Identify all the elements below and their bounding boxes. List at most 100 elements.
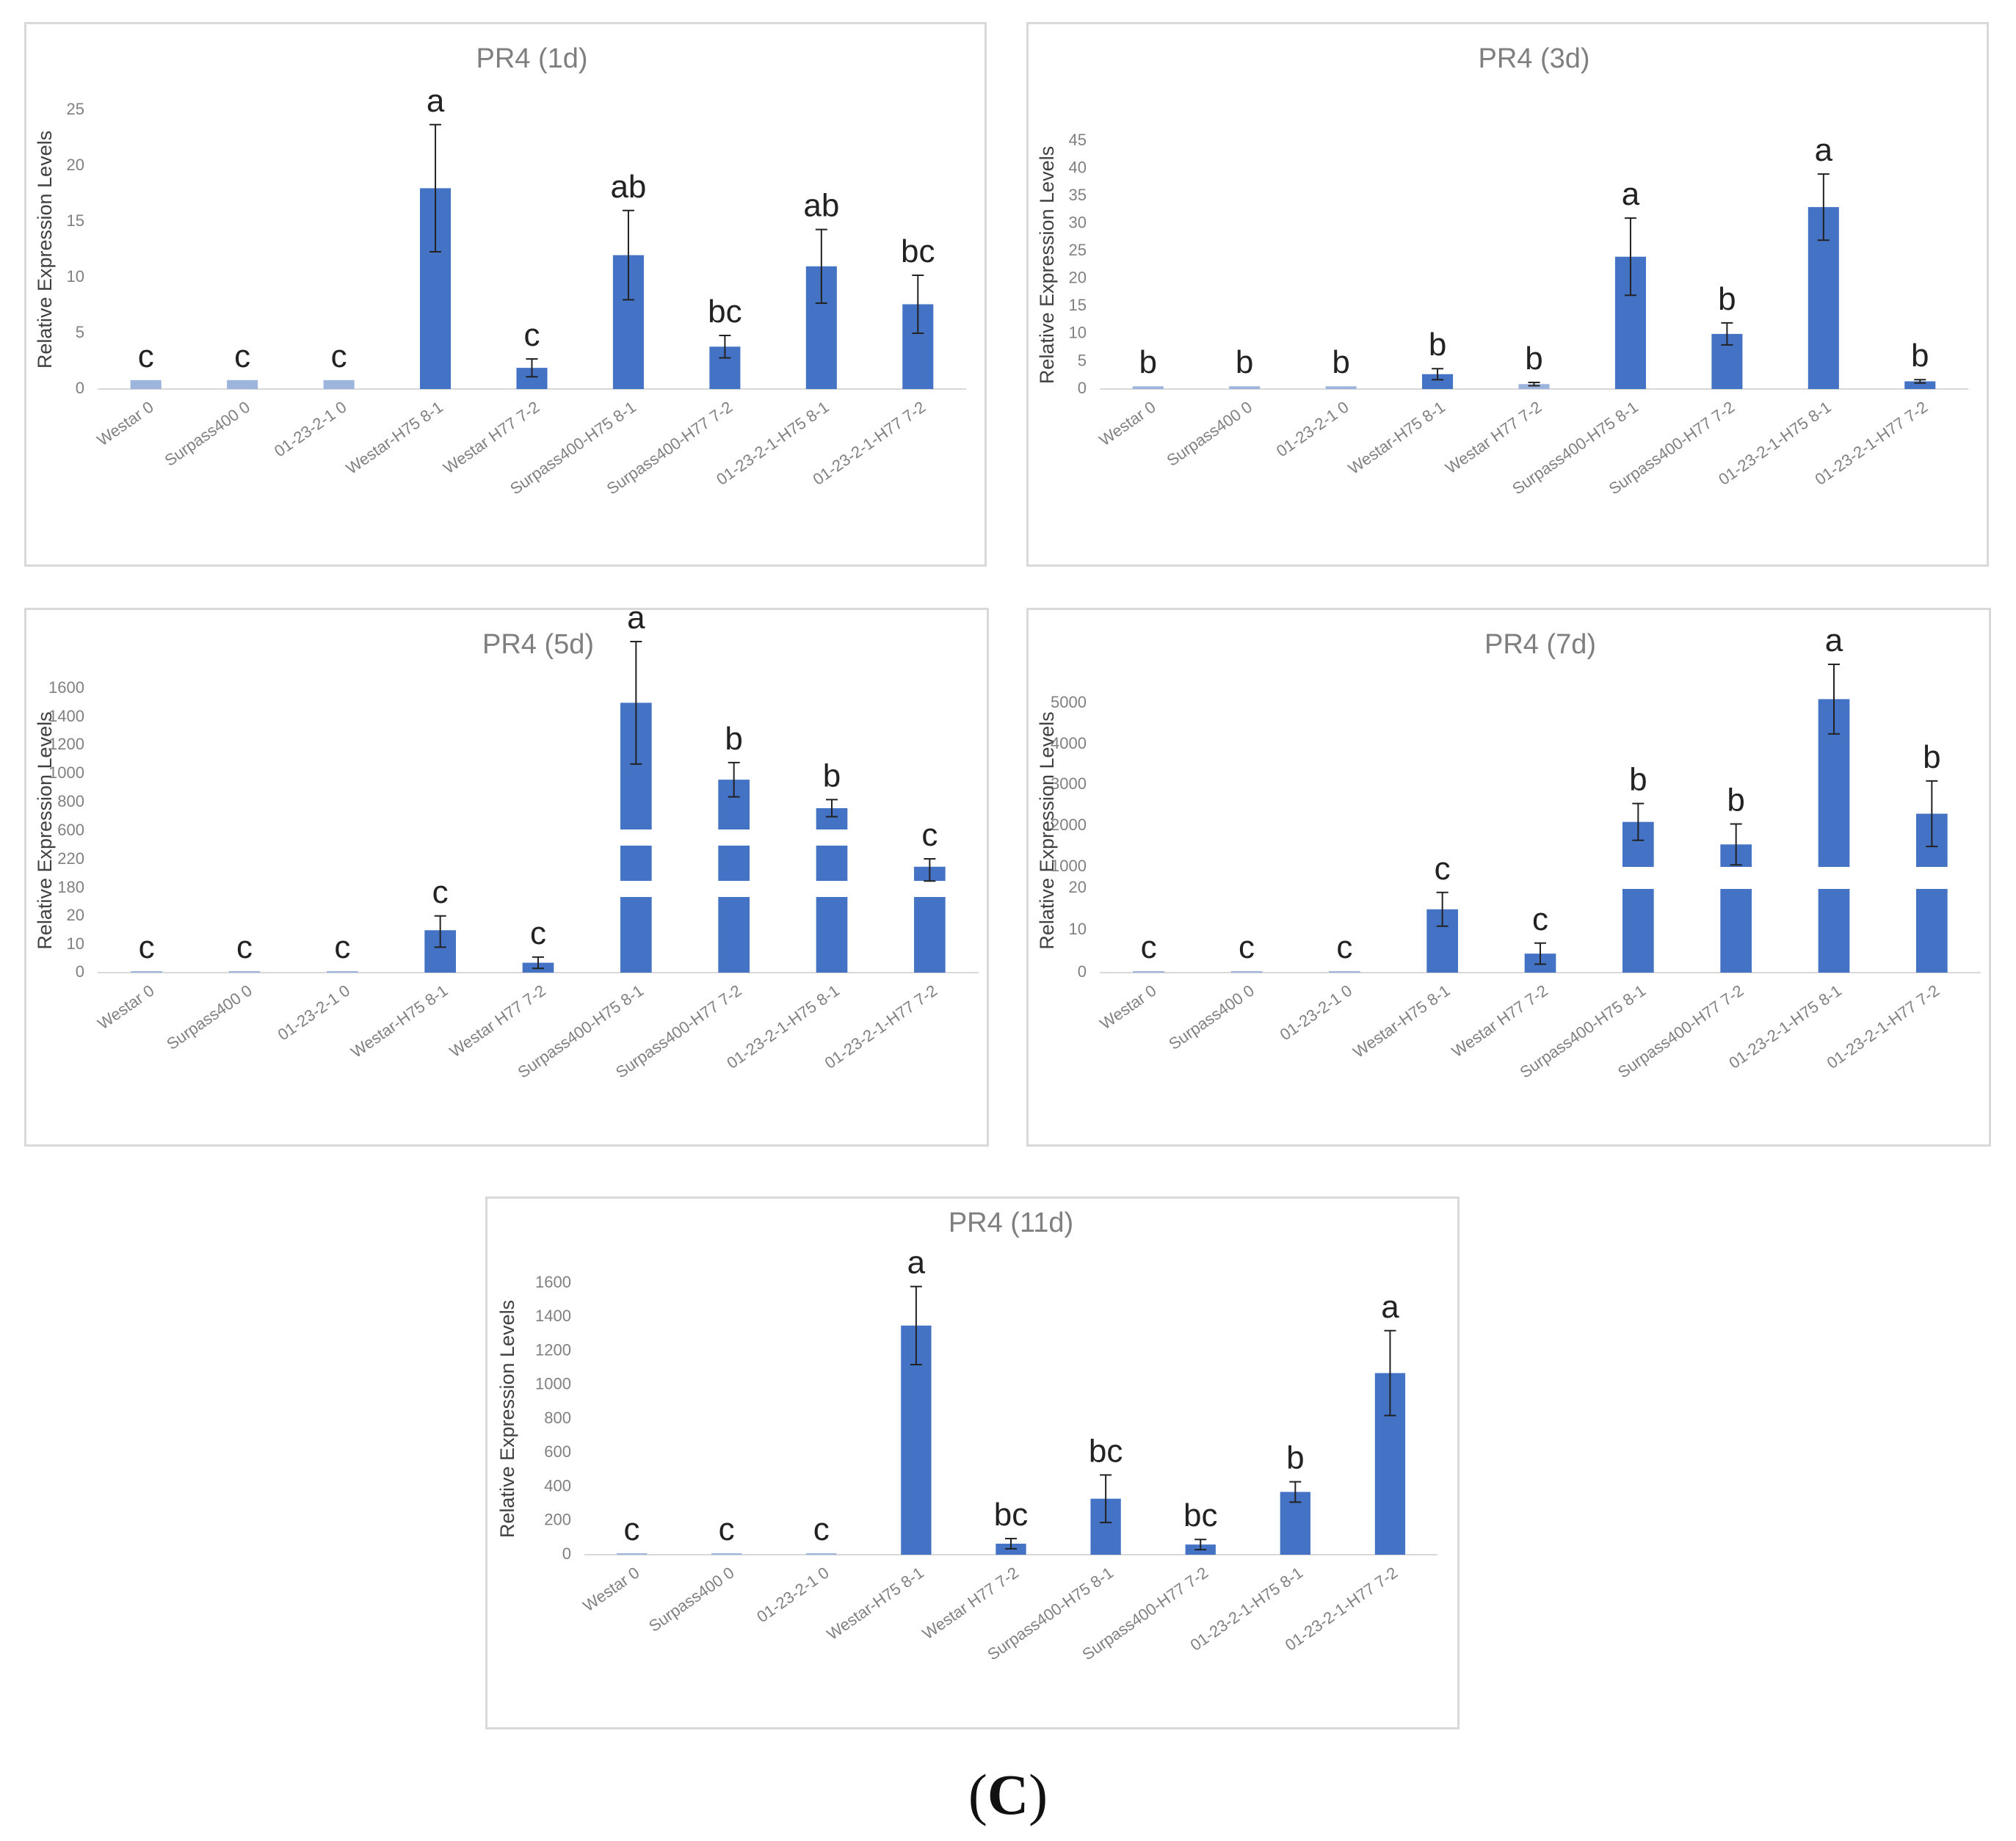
significance-letter: c xyxy=(138,338,154,374)
y-tick-label: 3000 xyxy=(1051,774,1087,793)
chart-frame xyxy=(1026,22,1989,567)
y-tick-label: 800 xyxy=(544,1409,571,1427)
significance-letter: b xyxy=(1332,344,1349,380)
significance-letter: b xyxy=(1429,327,1446,363)
bar xyxy=(616,1553,648,1555)
y-tick-label: 10 xyxy=(67,934,84,953)
significance-letter: b xyxy=(1911,338,1929,374)
bar xyxy=(1230,971,1263,973)
chart-title: PR4 (5d) xyxy=(482,629,594,660)
y-tick-label: 0 xyxy=(76,379,84,397)
y-tick-label: 400 xyxy=(544,1476,571,1495)
y-tick-label: 1400 xyxy=(535,1307,571,1325)
y-tick-label: 25 xyxy=(67,100,84,118)
bar xyxy=(323,380,355,389)
significance-letter: c xyxy=(1239,929,1255,965)
y-tick-label: 5 xyxy=(76,323,84,341)
bar xyxy=(1229,386,1261,389)
y-tick-label: 5000 xyxy=(1051,693,1087,711)
axis-break-gap xyxy=(913,881,946,897)
y-tick-label: 2000 xyxy=(1051,816,1087,834)
bar xyxy=(228,971,261,973)
y-tick-label: 1000 xyxy=(535,1375,571,1393)
axis-break-gap xyxy=(1817,867,1851,889)
y-tick-label: 35 xyxy=(1069,186,1087,204)
bar xyxy=(1904,381,1936,389)
y-tick-label: 1000 xyxy=(1051,857,1087,875)
bar xyxy=(1622,821,1654,973)
y-tick-label: 180 xyxy=(57,878,84,896)
significance-letter: c xyxy=(624,1511,640,1547)
y-tick-label: 1400 xyxy=(48,707,84,725)
bar xyxy=(1518,384,1550,389)
significance-letter: c xyxy=(1435,851,1451,887)
chart-title: PR4 (3d) xyxy=(1478,43,1589,74)
y-tick-label: 1000 xyxy=(48,763,84,782)
y-tick-label: 0 xyxy=(76,962,84,981)
significance-letter: c xyxy=(236,929,253,965)
bar xyxy=(130,380,162,389)
chart-pr4-7d: PR4 (7d) Relative Expression Levels 0 10 20 1… xyxy=(1026,608,1991,1147)
y-tick-label: 15 xyxy=(1069,296,1087,314)
y-tick-label: 40 xyxy=(1069,158,1087,176)
chart-title: PR4 (7d) xyxy=(1484,629,1596,660)
y-tick-label: 10 xyxy=(1069,920,1087,938)
axis-break-gap xyxy=(815,881,849,897)
significance-letter: bc xyxy=(901,233,935,269)
significance-letter: bc xyxy=(1089,1433,1123,1469)
y-tick-label: 10 xyxy=(1069,324,1087,342)
significance-letter: bc xyxy=(708,294,742,330)
axis-break-gap xyxy=(620,829,653,846)
significance-letter: a xyxy=(1622,176,1640,212)
y-axis-label: Relative Expression Levels xyxy=(496,1300,518,1538)
significance-letter: a xyxy=(1815,132,1833,168)
axis-break-gap xyxy=(620,881,653,897)
bar xyxy=(131,971,162,973)
y-tick-label: 1600 xyxy=(535,1273,571,1291)
significance-letter: c xyxy=(334,929,350,965)
significance-letter: a xyxy=(427,83,445,119)
y-tick-label: 20 xyxy=(67,906,84,924)
y-tick-label: 1200 xyxy=(48,735,84,753)
chart-pr4-11d: PR4 (11d) Relative Expression Levels 0 200 4… xyxy=(485,1197,1460,1729)
y-tick-label: 200 xyxy=(544,1511,571,1529)
y-axis-label: Relative Expression Levels xyxy=(1036,711,1058,949)
significance-letter: b xyxy=(725,721,742,757)
significance-letter: c xyxy=(432,874,449,910)
bar xyxy=(1133,971,1164,973)
axis-break-gap xyxy=(815,829,849,846)
significance-letter: a xyxy=(1381,1289,1399,1325)
y-tick-label: 0 xyxy=(1078,962,1087,981)
figure-panel-label: (C) xyxy=(968,1762,1048,1826)
chart-title: PR4 (11d) xyxy=(949,1208,1073,1238)
significance-letter: c xyxy=(1336,929,1352,965)
y-axis-label: Relative Expression Levels xyxy=(1036,146,1058,384)
significance-letter: b xyxy=(1718,281,1736,317)
axis-break-gap xyxy=(717,829,750,846)
significance-letter: b xyxy=(1525,341,1542,377)
significance-letter: b xyxy=(1236,344,1253,380)
chart-pr4-5d: PR4 (5d) Relative Expression Levels 0 10 20 1… xyxy=(24,608,989,1147)
significance-letter: bc xyxy=(994,1497,1028,1533)
bar xyxy=(1720,844,1752,973)
bar xyxy=(227,380,258,389)
significance-letter: b xyxy=(1629,762,1647,798)
bar xyxy=(718,780,750,973)
y-tick-label: 600 xyxy=(57,821,84,839)
bar xyxy=(1132,386,1164,389)
y-axis-label: Relative Expression Levels xyxy=(34,711,56,949)
y-axis-label: Relative Expression Levels xyxy=(34,131,56,368)
significance-letter: c xyxy=(719,1511,735,1547)
significance-letter: c xyxy=(1141,929,1157,965)
chart-title: PR4 (1d) xyxy=(476,43,587,74)
significance-letter: c xyxy=(1532,901,1548,937)
chart-pr4-1d: PR4 (1d) Relative Expression Levels 0 5 10 15… xyxy=(24,22,987,567)
significance-letter: c xyxy=(234,338,250,374)
y-tick-label: 20 xyxy=(1069,269,1087,287)
y-tick-label: 30 xyxy=(1069,213,1087,231)
bar xyxy=(1422,374,1454,389)
y-tick-label: 5 xyxy=(1078,351,1087,369)
significance-letter: b xyxy=(1923,739,1940,775)
significance-letter: c xyxy=(139,929,155,965)
significance-letter: bc xyxy=(1183,1497,1217,1533)
